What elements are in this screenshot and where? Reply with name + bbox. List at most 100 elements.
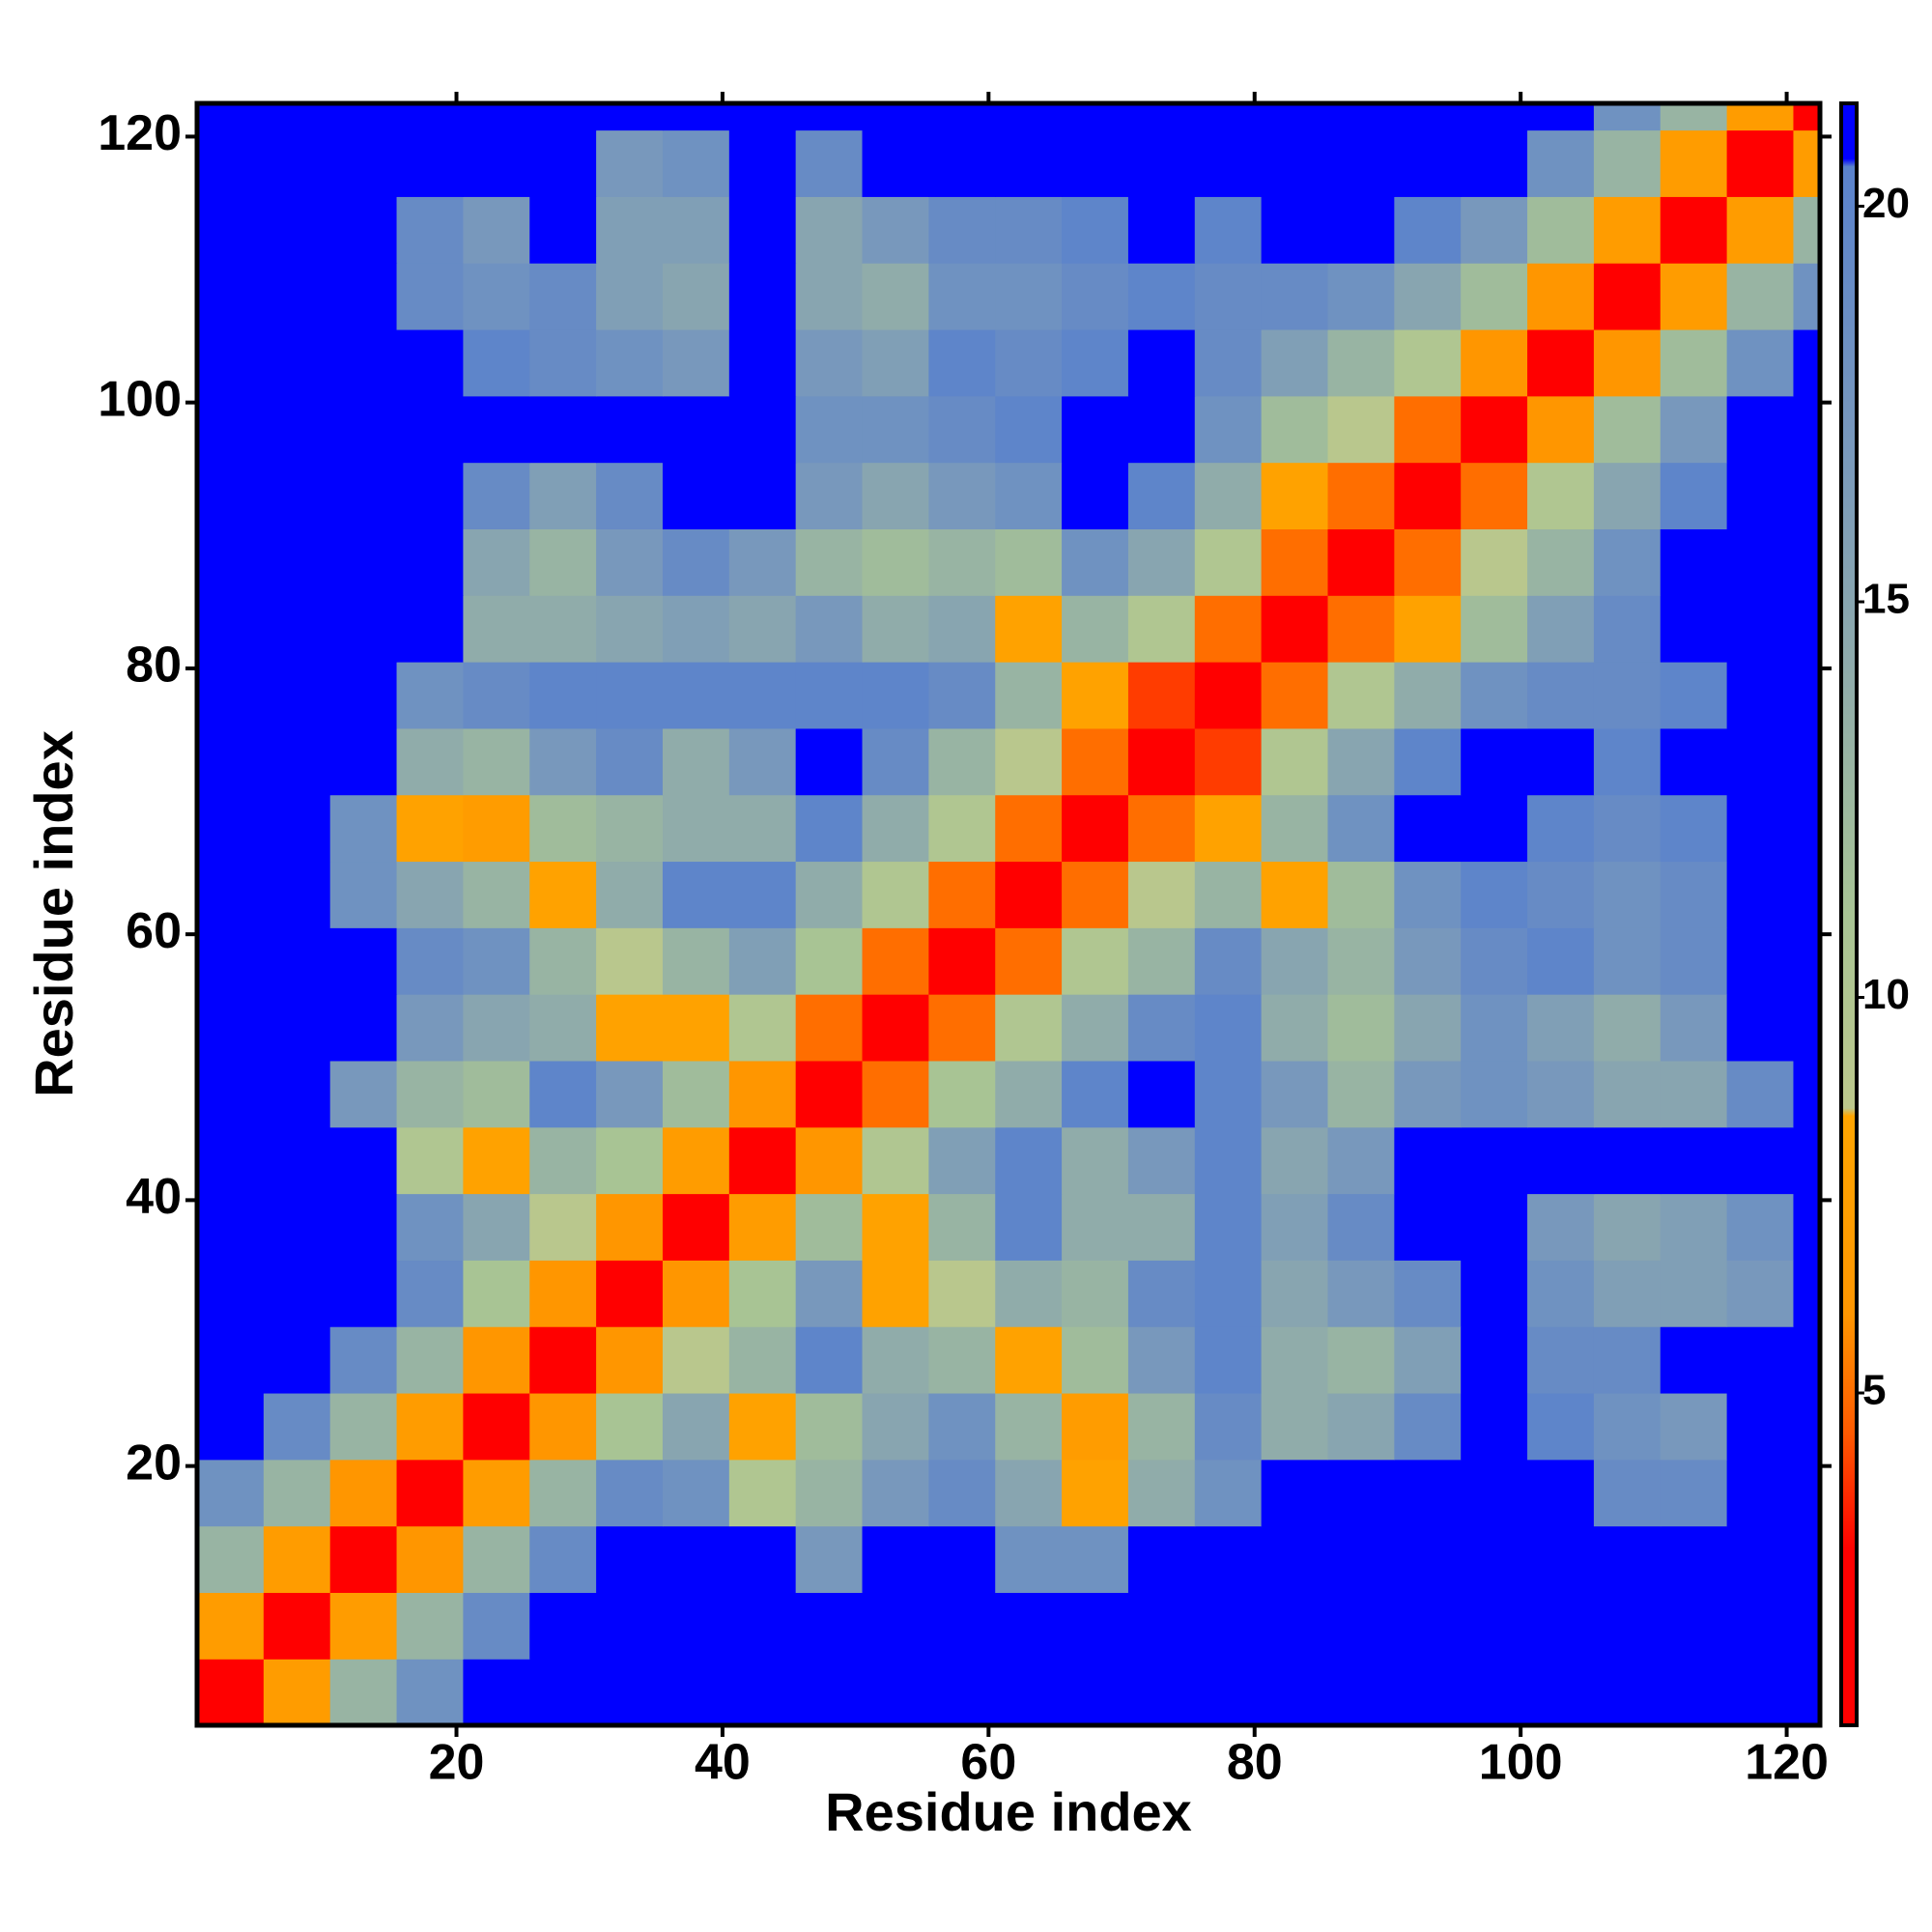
heatmap-cell — [329, 263, 398, 330]
heatmap-cell — [1461, 1592, 1528, 1660]
colorbar-tick-label: 20 — [1862, 180, 1910, 227]
heatmap-cell — [1062, 1459, 1129, 1527]
heatmap-cell — [197, 1459, 265, 1527]
heatmap-cell — [329, 1392, 398, 1461]
heatmap-cell — [1127, 196, 1196, 264]
heatmap-cell — [728, 528, 797, 596]
heatmap-cell — [995, 328, 1063, 397]
heatmap-cell — [1660, 528, 1728, 596]
heatmap-cell — [928, 1326, 996, 1394]
heatmap-cell — [1261, 1525, 1329, 1593]
heatmap-cell — [1461, 263, 1528, 330]
heatmap-cell — [463, 994, 530, 1062]
heatmap-cell — [1394, 1592, 1462, 1660]
heatmap-cell — [1062, 196, 1129, 264]
heatmap-cell — [596, 927, 664, 995]
heatmap-cell — [928, 103, 996, 131]
heatmap-cell — [1593, 1459, 1662, 1527]
heatmap-cell — [995, 662, 1063, 729]
heatmap-cell — [862, 662, 929, 729]
heatmap-cell — [1660, 1525, 1728, 1593]
heatmap-cell — [329, 927, 398, 995]
heatmap-cell — [463, 395, 530, 464]
heatmap-cell — [396, 1592, 465, 1660]
heatmap-cell — [795, 462, 864, 529]
heatmap-cell — [1461, 727, 1528, 796]
heatmap-cell — [795, 1126, 864, 1195]
heatmap-cell — [1127, 395, 1196, 464]
heatmap-cell — [795, 196, 864, 264]
heatmap-cell — [1261, 1326, 1329, 1394]
heatmap-cell — [728, 1659, 797, 1725]
heatmap-cell — [1261, 196, 1329, 264]
heatmap-cell — [928, 528, 996, 596]
heatmap-cell — [329, 662, 398, 729]
heatmap-cell — [1660, 1260, 1728, 1327]
heatmap-cell — [1593, 794, 1662, 863]
heatmap-cell — [1394, 263, 1462, 330]
heatmap-cell — [329, 1126, 398, 1195]
heatmap-cell — [463, 1525, 530, 1593]
heatmap-cell — [1394, 462, 1462, 529]
heatmap-cell — [928, 1592, 996, 1660]
heatmap-cell — [1327, 1060, 1395, 1128]
heatmap-cell — [1127, 994, 1196, 1062]
heatmap-cell — [396, 1326, 465, 1394]
heatmap-cell — [1527, 328, 1595, 397]
heatmap-cell — [1527, 196, 1595, 264]
heatmap-cell — [995, 196, 1063, 264]
heatmap-cell — [728, 395, 797, 464]
heatmap-cell — [197, 129, 265, 197]
heatmap-cell — [1726, 263, 1795, 330]
heatmap-cell — [596, 861, 664, 928]
heatmap-cell — [1127, 1459, 1196, 1527]
heatmap-cell — [1394, 103, 1462, 131]
heatmap-cell — [1062, 1326, 1129, 1394]
heatmap-cell — [1127, 595, 1196, 663]
heatmap-cell — [1327, 727, 1395, 796]
heatmap-cell — [329, 794, 398, 863]
heatmap-cell — [596, 129, 664, 197]
heatmap-cell — [529, 196, 597, 264]
heatmap-cell — [1394, 1126, 1462, 1195]
heatmap-cell — [995, 1126, 1063, 1195]
heatmap-cell — [928, 662, 996, 729]
heatmap-cell — [197, 528, 265, 596]
heatmap-cell — [1793, 1060, 1820, 1128]
heatmap-cell — [1593, 103, 1662, 131]
heatmap-cell — [1527, 794, 1595, 863]
heatmap-cell — [1593, 861, 1662, 928]
heatmap-cell — [1461, 927, 1528, 995]
heatmap-cell — [263, 1260, 331, 1327]
heatmap-cell — [529, 861, 597, 928]
heatmap-cell — [197, 994, 265, 1062]
heatmap-cell — [1660, 1126, 1728, 1195]
heatmap-cell — [995, 129, 1063, 197]
heatmap-cell — [995, 994, 1063, 1062]
heatmap-cell — [1194, 1260, 1263, 1327]
heatmap-cell — [795, 1592, 864, 1660]
heatmap-cell — [197, 1126, 265, 1195]
heatmap-cell — [1394, 927, 1462, 995]
heatmap-cell — [1527, 1060, 1595, 1128]
heatmap-cell — [1593, 328, 1662, 397]
heatmap-cell — [1527, 595, 1595, 663]
heatmap-cell — [862, 1592, 929, 1660]
heatmap-cell — [1194, 328, 1263, 397]
heatmap-cell — [1062, 861, 1129, 928]
heatmap-cell — [1593, 727, 1662, 796]
heatmap-cell — [463, 1326, 530, 1394]
heatmap-cell — [1660, 595, 1728, 663]
heatmap-cell — [329, 1060, 398, 1128]
heatmap-cell — [1726, 1060, 1795, 1128]
heatmap-cell — [396, 1459, 465, 1527]
heatmap-cell — [1527, 662, 1595, 729]
heatmap-cell — [197, 794, 265, 863]
heatmap-cell — [995, 861, 1063, 928]
heatmap-cell — [1394, 1193, 1462, 1261]
heatmap-cell — [1062, 528, 1129, 596]
heatmap-cell — [1527, 528, 1595, 596]
heatmap-cell — [1793, 927, 1820, 995]
heatmap-cell — [1062, 662, 1129, 729]
heatmap-cell — [329, 103, 398, 131]
